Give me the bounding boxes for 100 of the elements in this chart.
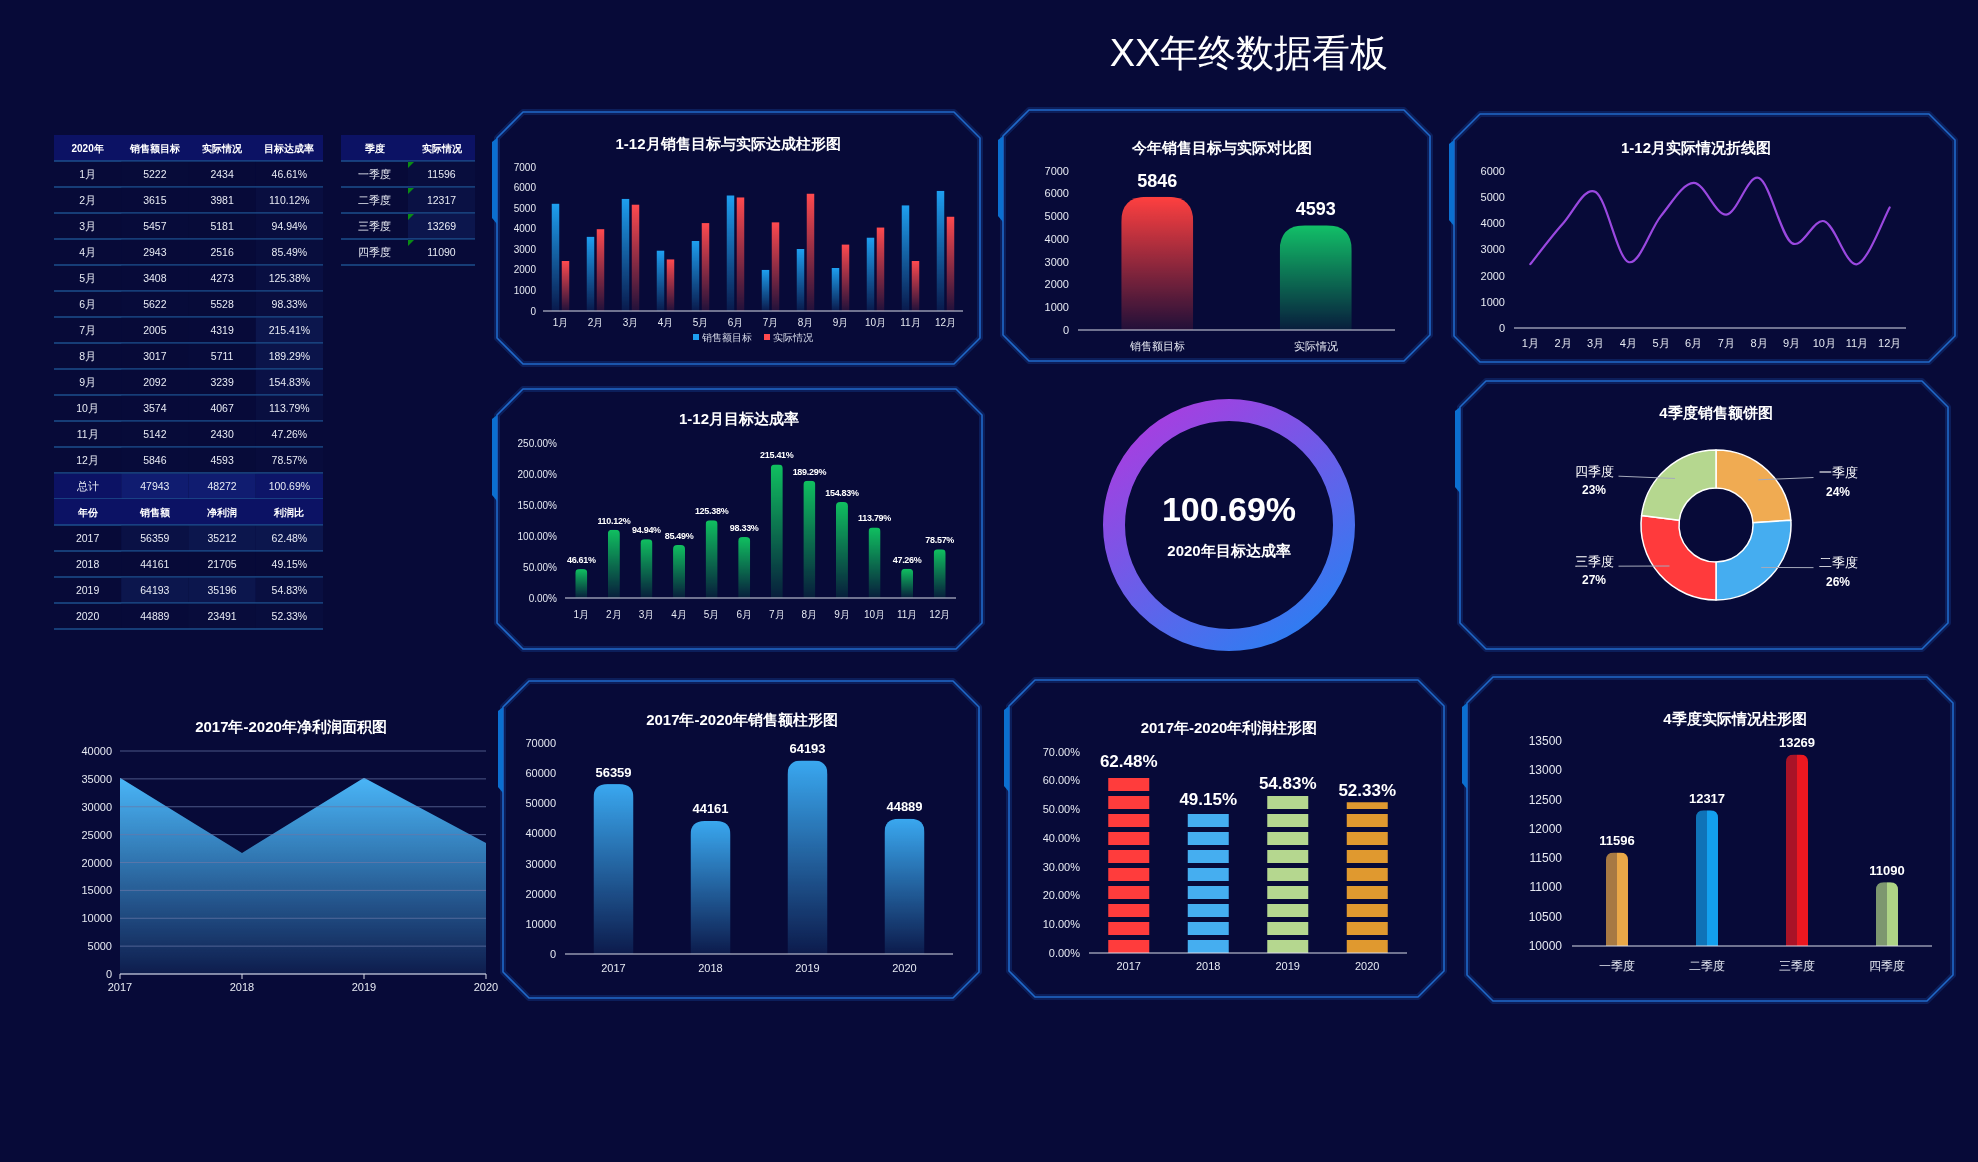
data-label: 23% bbox=[1581, 483, 1607, 498]
data-label: 189.29% bbox=[268, 350, 311, 362]
y-tick-label: 10月 bbox=[76, 402, 99, 414]
data-label: 189.29% bbox=[792, 466, 827, 477]
bar bbox=[787, 760, 828, 954]
y-tick-label: 11000 bbox=[1529, 880, 1563, 895]
data-label: 13269 bbox=[1778, 735, 1816, 751]
y-tick-label: 2000 bbox=[1480, 269, 1505, 282]
y-axis-title: 年份 bbox=[76, 506, 99, 518]
data-label: 5142 bbox=[143, 428, 167, 440]
bar bbox=[738, 537, 751, 598]
data-label: 21705 bbox=[207, 558, 237, 570]
x-tick-label: 5月 bbox=[692, 316, 709, 328]
y-tick-label: 0 bbox=[105, 968, 112, 980]
x-tick-label: 销售额目标 bbox=[128, 142, 180, 154]
y-tick-label: 12000 bbox=[1528, 821, 1563, 836]
bar bbox=[607, 529, 620, 598]
y-tick-label: 10000 bbox=[1528, 939, 1563, 953]
data-label: 49.15% bbox=[1179, 790, 1238, 810]
x-tick-label: 5月 bbox=[703, 608, 720, 620]
x-tick-label: 8月 bbox=[797, 316, 814, 328]
y-tick-label: 250.00% bbox=[517, 437, 558, 449]
y-tick-label: 12月 bbox=[76, 454, 99, 466]
data-label: 49.15% bbox=[271, 558, 308, 570]
y-tick-label: 一季度 bbox=[358, 168, 391, 180]
y-tick-label: 40000 bbox=[525, 827, 556, 840]
bar bbox=[640, 539, 653, 598]
data-label: 125.38% bbox=[694, 506, 729, 517]
y-tick-label: 200.00% bbox=[517, 468, 558, 480]
data-label: 154.83% bbox=[825, 488, 859, 499]
y-tick-label: 50000 bbox=[525, 797, 556, 810]
y-tick-label: 10000 bbox=[525, 917, 556, 930]
y-tick-label: 2000 bbox=[513, 264, 537, 276]
y-tick-label: 3000 bbox=[1044, 255, 1069, 268]
bar bbox=[936, 190, 945, 311]
text: XX年终数据看板 bbox=[1109, 32, 1389, 74]
y-tick-label: 10000 bbox=[81, 912, 112, 925]
y-tick-label: 20.00% bbox=[1042, 889, 1081, 902]
bar bbox=[866, 237, 875, 311]
data-label: 48272 bbox=[207, 480, 237, 492]
data-label: 24% bbox=[1825, 484, 1851, 499]
data-label: 44161 bbox=[140, 558, 170, 570]
x-tick-label: 11月 bbox=[1845, 337, 1869, 349]
chart-title: 1-12月目标达成率 bbox=[678, 409, 800, 427]
x-tick-label: 1月 bbox=[573, 608, 590, 620]
data-label: 11090 bbox=[1869, 862, 1905, 878]
bar bbox=[690, 820, 731, 954]
bar bbox=[631, 204, 640, 311]
y-tick-label: 50.00% bbox=[523, 561, 558, 573]
y-tick-label: 8月 bbox=[79, 350, 97, 362]
y-tick-label: 0 bbox=[1062, 324, 1069, 336]
y-tick-label: 3000 bbox=[513, 243, 537, 255]
x-tick-label: 6月 bbox=[727, 316, 744, 328]
text: 100.69% bbox=[1161, 490, 1297, 528]
y-tick-label: 4月 bbox=[79, 246, 97, 258]
bar bbox=[1346, 802, 1388, 953]
y-tick-label: 13000 bbox=[1528, 763, 1563, 778]
data-label: 94.94% bbox=[632, 525, 662, 536]
y-tick-label: 0 bbox=[1498, 322, 1505, 334]
bar bbox=[1187, 811, 1229, 953]
data-label: 3981 bbox=[210, 194, 234, 206]
y-tick-label: 60.00% bbox=[1042, 774, 1081, 787]
data-label: 4273 bbox=[210, 272, 234, 284]
data-label: 215.41% bbox=[268, 324, 311, 336]
x-tick-label: 4月 bbox=[657, 316, 674, 328]
bar bbox=[561, 260, 570, 311]
data-label: 2005 bbox=[143, 324, 167, 336]
x-tick-label: 目标达成率 bbox=[264, 142, 315, 154]
data-label: 3017 bbox=[143, 350, 167, 362]
data-label: 35196 bbox=[207, 584, 237, 596]
bar bbox=[803, 480, 816, 598]
y-tick-label: 0.00% bbox=[1048, 947, 1081, 959]
x-tick-label: 9月 bbox=[1783, 337, 1801, 349]
data-label: 62.48% bbox=[271, 532, 308, 544]
y-tick-label: 40000 bbox=[81, 745, 112, 757]
bar bbox=[911, 261, 920, 311]
y-tick-label: 70000 bbox=[525, 737, 556, 749]
x-tick-label: 2017 bbox=[1116, 960, 1141, 972]
data-label: 13269 bbox=[426, 220, 457, 232]
data-label: 3574 bbox=[143, 402, 167, 414]
x-tick-label: 四季度 bbox=[1869, 959, 1905, 973]
y-tick-label: 3000 bbox=[1480, 243, 1505, 256]
x-tick-label: 实际情况 bbox=[1293, 340, 1338, 352]
bar bbox=[666, 259, 675, 311]
data-label: 78.57% bbox=[925, 535, 955, 546]
x-tick-label: 二季度 bbox=[1689, 959, 1725, 973]
data-label: 125.38% bbox=[268, 272, 311, 284]
y-tick-label: 20000 bbox=[525, 887, 556, 900]
y-tick-label: 100.00% bbox=[517, 530, 558, 542]
x-tick-label: 7月 bbox=[769, 608, 785, 620]
data-label: 4593 bbox=[210, 454, 234, 466]
data-label: 64193 bbox=[789, 741, 826, 756]
x-tick-label: 2月 bbox=[587, 316, 604, 328]
x-tick-label: 2月 bbox=[1554, 337, 1572, 349]
data-label: 3239 bbox=[210, 376, 234, 388]
slice-label: 二季度 bbox=[1818, 555, 1858, 571]
data-label: 2092 bbox=[143, 376, 167, 388]
x-tick-label: 1月 bbox=[552, 316, 569, 328]
data-label: 35212 bbox=[207, 532, 237, 544]
y-tick-label: 二季度 bbox=[358, 194, 391, 206]
